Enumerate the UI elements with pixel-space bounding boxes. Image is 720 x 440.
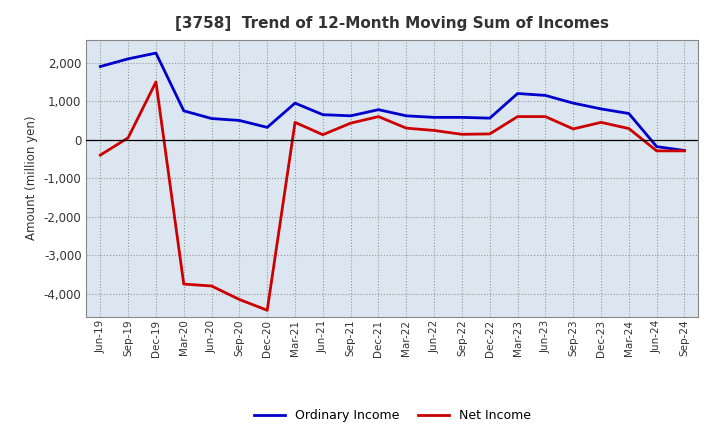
- Ordinary Income: [346, 113, 355, 118]
- Ordinary Income: [430, 115, 438, 120]
- Ordinary Income: [402, 113, 410, 118]
- Net Income: [430, 128, 438, 133]
- Line: Ordinary Income: Ordinary Income: [100, 53, 685, 150]
- Net Income: [541, 114, 550, 119]
- Net Income: [124, 135, 132, 140]
- Ordinary Income: [207, 116, 216, 121]
- Net Income: [263, 308, 271, 313]
- Ordinary Income: [96, 64, 104, 69]
- Line: Net Income: Net Income: [100, 82, 685, 310]
- Ordinary Income: [318, 112, 327, 117]
- Ordinary Income: [263, 125, 271, 130]
- Net Income: [291, 120, 300, 125]
- Net Income: [569, 126, 577, 132]
- Ordinary Income: [513, 91, 522, 96]
- Net Income: [680, 148, 689, 154]
- Y-axis label: Amount (million yen): Amount (million yen): [25, 116, 38, 240]
- Title: [3758]  Trend of 12-Month Moving Sum of Incomes: [3758] Trend of 12-Month Moving Sum of I…: [176, 16, 609, 32]
- Net Income: [624, 126, 633, 131]
- Net Income: [96, 152, 104, 158]
- Net Income: [402, 125, 410, 131]
- Ordinary Income: [680, 148, 689, 153]
- Net Income: [513, 114, 522, 119]
- Ordinary Income: [152, 51, 161, 56]
- Ordinary Income: [485, 115, 494, 121]
- Ordinary Income: [235, 118, 243, 123]
- Legend: Ordinary Income, Net Income: Ordinary Income, Net Income: [248, 404, 536, 427]
- Net Income: [374, 114, 383, 119]
- Net Income: [346, 121, 355, 126]
- Net Income: [458, 132, 467, 137]
- Ordinary Income: [597, 106, 606, 111]
- Net Income: [652, 148, 661, 154]
- Ordinary Income: [291, 100, 300, 106]
- Net Income: [485, 131, 494, 136]
- Ordinary Income: [374, 107, 383, 112]
- Ordinary Income: [124, 56, 132, 62]
- Ordinary Income: [541, 93, 550, 98]
- Net Income: [597, 120, 606, 125]
- Ordinary Income: [179, 108, 188, 114]
- Ordinary Income: [652, 144, 661, 149]
- Net Income: [318, 132, 327, 137]
- Net Income: [235, 297, 243, 302]
- Ordinary Income: [458, 115, 467, 120]
- Net Income: [207, 283, 216, 289]
- Ordinary Income: [624, 111, 633, 116]
- Net Income: [152, 79, 161, 84]
- Net Income: [179, 282, 188, 287]
- Ordinary Income: [569, 100, 577, 106]
